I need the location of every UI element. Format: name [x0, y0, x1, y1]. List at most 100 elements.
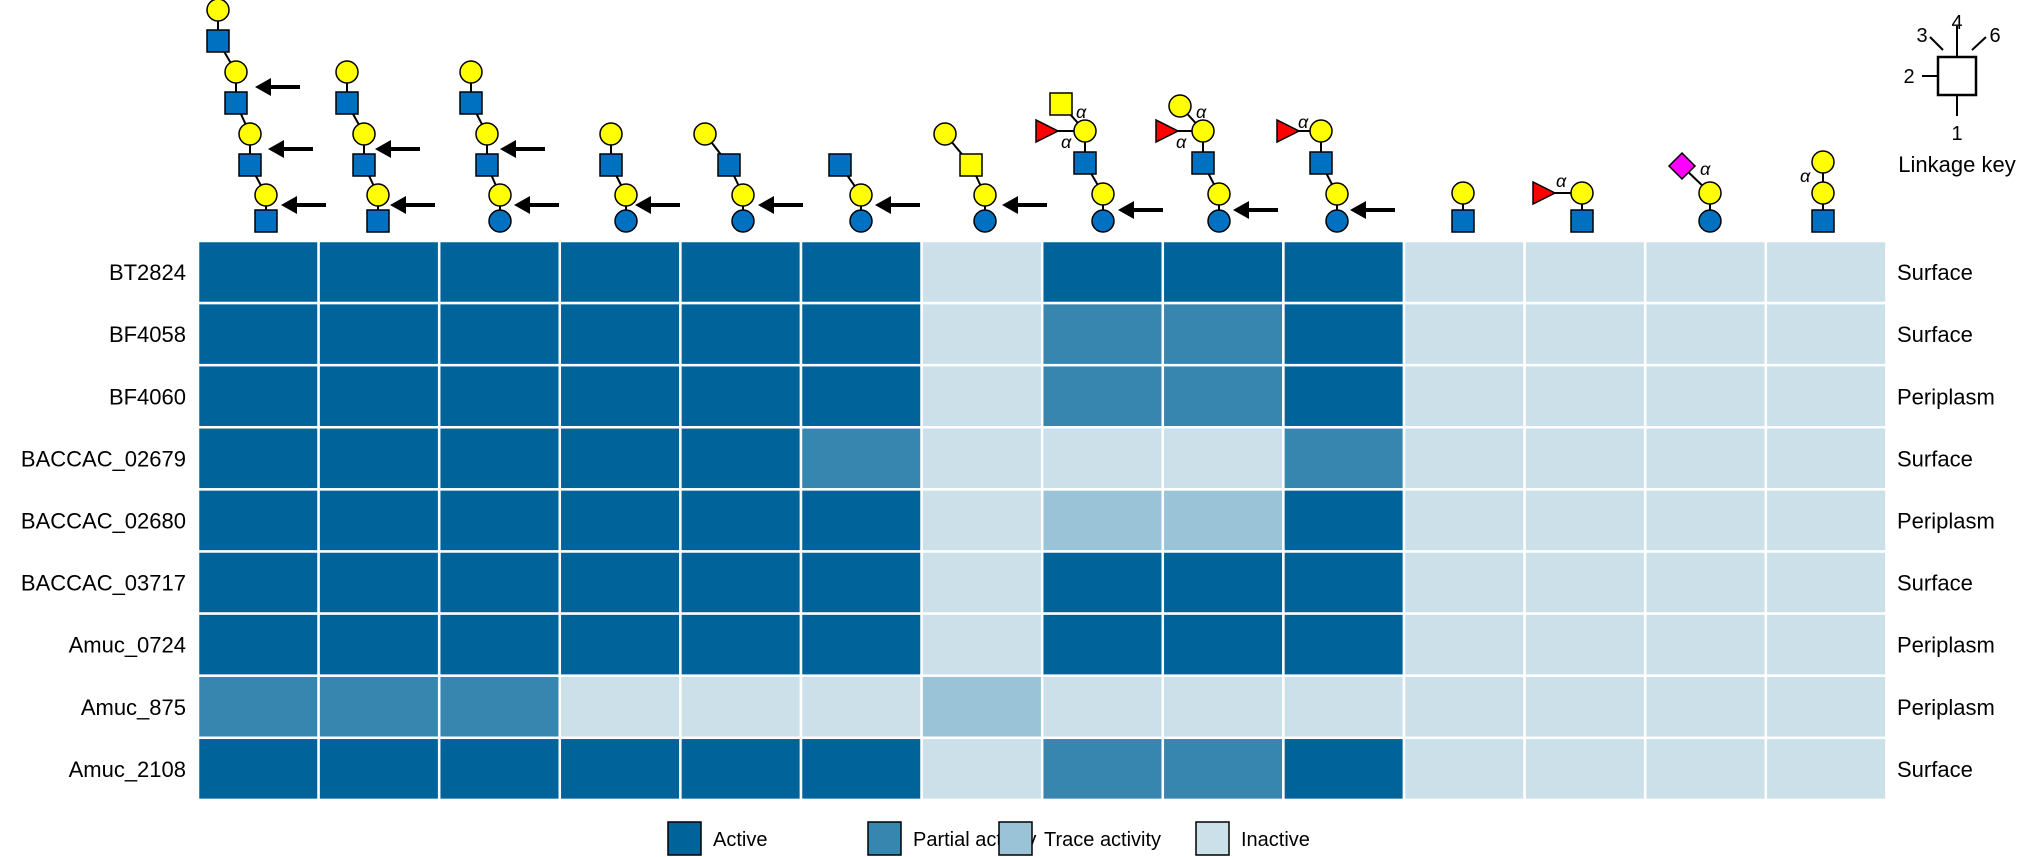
galactose-icon — [731, 183, 755, 207]
heatmap-cell — [1161, 612, 1285, 677]
glucose-icon — [488, 209, 512, 233]
heatmap-cell — [1402, 674, 1526, 740]
heatmap-cell — [437, 363, 562, 429]
galactose-icon — [599, 122, 623, 146]
glcnac-icon — [599, 153, 623, 177]
heatmap-cell — [1282, 426, 1406, 491]
heatmap-cell — [1764, 674, 1888, 740]
heatmap-cell — [920, 488, 1044, 553]
heatmap-cell — [1523, 550, 1647, 615]
heatmap-cell — [1643, 550, 1768, 615]
fucose-icon — [1035, 118, 1060, 144]
heatmap-cell — [558, 736, 682, 802]
linkage-key-position-4: 4 — [1951, 12, 1962, 34]
galactose-icon — [1309, 119, 1333, 143]
alpha-linkage-label: α — [1076, 102, 1087, 122]
heatmap-cell — [799, 674, 923, 740]
heatmap-cell — [799, 550, 923, 615]
row-label: Amuc_0724 — [69, 633, 186, 658]
legend-swatch — [867, 821, 902, 856]
heatmap-cell — [799, 363, 923, 429]
location-label: Surface — [1897, 322, 1973, 347]
heatmap-cell — [196, 736, 320, 802]
heatmap-cell — [196, 363, 320, 429]
galactose-icon — [206, 0, 230, 22]
heatmap-cell — [317, 674, 441, 740]
heatmap-cell — [1040, 612, 1165, 677]
galactose-icon — [1325, 182, 1349, 206]
galactose-icon — [1698, 181, 1722, 205]
legend-label: Trace activity — [1044, 829, 1161, 851]
linkage-key-3-bond — [1929, 36, 1944, 51]
glcnac-icon — [475, 153, 499, 177]
heatmap-cell — [437, 550, 562, 615]
fucose-icon — [1276, 118, 1301, 144]
glcnac-icon — [1811, 209, 1835, 233]
location-label: Periplasm — [1897, 633, 1995, 658]
galactose-icon — [849, 183, 873, 207]
glucose-icon — [731, 209, 755, 233]
heatmap-cell — [1764, 426, 1888, 491]
cleavage-arrow-head — [1118, 201, 1134, 219]
fucose-icon — [1155, 118, 1180, 144]
heatmap-cell — [196, 239, 320, 305]
galactose-icon — [254, 183, 278, 207]
cleavage-arrow-head — [500, 140, 516, 158]
heatmap-cell — [317, 239, 441, 305]
glcnac-icon — [206, 29, 230, 53]
legend-swatch — [998, 821, 1033, 856]
linkage-key: 1 2 3 4 6 Linkage key — [1898, 12, 2015, 177]
galactose-icon — [224, 60, 248, 84]
heatmap-cell — [196, 674, 320, 740]
heatmap-cell — [1764, 488, 1888, 553]
heatmap-cell — [799, 239, 923, 305]
heatmap-cell — [558, 301, 682, 367]
legend-label: Active — [713, 829, 767, 851]
heatmap-cell — [1402, 550, 1526, 615]
heatmap-cell — [1523, 488, 1647, 553]
galnac-icon — [1049, 92, 1073, 116]
galactose-icon — [475, 122, 499, 146]
galactose-icon — [933, 122, 957, 146]
heatmap-cell — [1523, 363, 1647, 429]
heatmap-cell — [1040, 301, 1165, 367]
heatmap-cell — [920, 426, 1044, 491]
heatmap-cell — [437, 736, 562, 802]
glcnac-icon — [224, 91, 248, 115]
heatmap-cell — [1523, 736, 1647, 802]
linkage-key-square-icon — [1936, 55, 1978, 97]
heatmap-cell — [1161, 239, 1285, 305]
heatmap-cell — [679, 674, 803, 740]
heatmap-cell — [920, 612, 1044, 677]
heatmap-cell — [1523, 301, 1647, 367]
linkage-key-position-2: 2 — [1903, 66, 1914, 88]
galactose-icon — [1570, 181, 1594, 205]
glcnac-icon — [352, 153, 376, 177]
legend-swatch — [667, 821, 702, 856]
heatmap-cell — [920, 736, 1044, 802]
heatmap-cell — [1402, 363, 1526, 429]
glucose-icon — [1698, 209, 1722, 233]
heatmap-cell — [1282, 363, 1406, 429]
heatmap-cell — [920, 674, 1044, 740]
glucose-icon — [1207, 209, 1231, 233]
heatmap-cell — [558, 612, 682, 677]
linkage-key-position-3: 3 — [1916, 25, 1927, 47]
heatmap-cell — [920, 239, 1044, 305]
glcnac-icon — [254, 209, 278, 233]
heatmap-cell — [679, 550, 803, 615]
galactose-icon — [1191, 119, 1215, 143]
heatmap-cell — [558, 674, 682, 740]
heatmap-cell — [1282, 612, 1406, 677]
heatmap-cell — [1161, 301, 1285, 367]
heatmap-cell — [679, 363, 803, 429]
heatmap-cell — [317, 426, 441, 491]
location-label: Periplasm — [1897, 508, 1995, 533]
heatmap-cell — [679, 736, 803, 802]
glcnac-icon — [1309, 151, 1333, 175]
heatmap-cell — [1402, 736, 1526, 802]
galactose-icon — [1168, 94, 1192, 118]
linkage-key-position-6: 6 — [1989, 25, 2000, 47]
cleavage-arrow-head — [1233, 201, 1249, 219]
